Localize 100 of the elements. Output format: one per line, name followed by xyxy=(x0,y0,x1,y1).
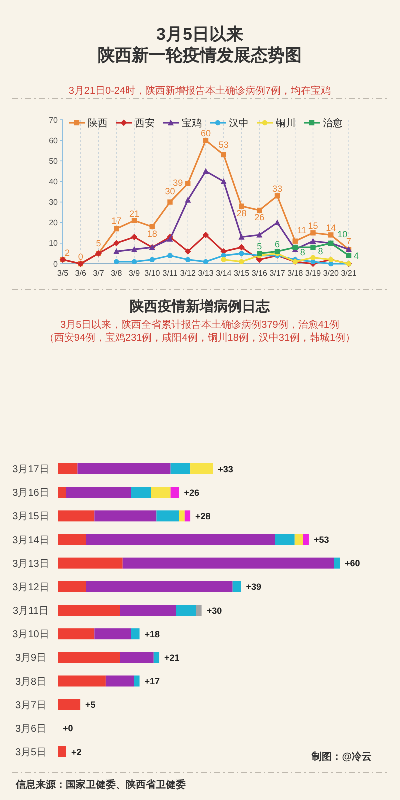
data-label: 8 xyxy=(300,248,306,258)
x-tick-label: 3/16 xyxy=(252,269,268,278)
data-label: 33 xyxy=(272,184,283,194)
data-label: 21 xyxy=(129,208,140,219)
point xyxy=(221,257,226,262)
y-tick-label: 40 xyxy=(49,178,59,187)
point xyxy=(274,220,280,226)
point xyxy=(114,259,120,265)
bar xyxy=(58,699,81,710)
data-label: 11 xyxy=(297,225,307,236)
data-label: 30 xyxy=(165,186,176,196)
data-label: 26 xyxy=(254,212,265,223)
point xyxy=(221,152,226,158)
annotation: +39 xyxy=(246,582,262,592)
y-tick-label: 3月16日 xyxy=(12,488,50,500)
bar xyxy=(151,487,171,498)
bar xyxy=(58,746,66,758)
bar xyxy=(58,464,78,474)
annotation: +2 xyxy=(71,747,82,758)
annotation: +53 xyxy=(314,535,330,546)
data-label: 2 xyxy=(65,248,70,258)
point xyxy=(114,226,120,232)
data-label: 14 xyxy=(326,223,336,234)
chart-subtitle: 3月21日0-24时，陕西新增报告本土确诊病例7例，均在宝鸡 xyxy=(68,85,332,97)
x-tick-label: 3/7 xyxy=(93,269,105,278)
y-tick-label: 3月14日 xyxy=(12,535,50,546)
point xyxy=(132,246,138,252)
annotation: +21 xyxy=(164,652,180,663)
annotation: +60 xyxy=(345,558,360,569)
y-tick-label: 3月15日 xyxy=(12,512,50,523)
data-label: 5 xyxy=(257,242,262,252)
point xyxy=(185,197,192,203)
data-label: 5 xyxy=(96,238,102,249)
bar xyxy=(86,581,233,592)
chart-title: 3月5日以来陕西新一轮疫情发展态势图 xyxy=(98,25,302,65)
chart-subtitle: 3月5日以来，陕西全省累计报告本土确诊病例379例，治愈41例（西安94例，宝鸡231例，咸阳4例，铜川18例，汉中31例，韩城1例） xyxy=(44,319,356,344)
point xyxy=(256,232,263,238)
x-tick-label: 3/12 xyxy=(180,269,196,278)
point xyxy=(274,194,280,199)
bar xyxy=(131,628,140,640)
bar xyxy=(86,534,276,546)
y-tick-label: 3月5日 xyxy=(15,748,47,758)
text: 信息来源：国家卫健委、陕西省卫健委 xyxy=(15,779,186,791)
x-tick-label: 3/21 xyxy=(341,269,358,278)
annotation: +5 xyxy=(86,700,96,710)
y-tick-label: 30 xyxy=(49,198,59,208)
annotation: +33 xyxy=(218,464,234,474)
y-tick-label: 70 xyxy=(49,116,59,125)
point xyxy=(238,234,245,240)
data-label: 53 xyxy=(218,140,229,150)
x-tick-label: 3/10 xyxy=(144,269,161,278)
point xyxy=(310,230,316,236)
bar xyxy=(170,487,180,498)
point xyxy=(132,259,138,265)
bar xyxy=(58,487,66,498)
data-label: 8 xyxy=(318,246,324,257)
bar xyxy=(184,510,191,522)
annotation: +0 xyxy=(63,724,74,734)
bar xyxy=(58,676,106,687)
bar xyxy=(66,487,132,498)
y-tick-label: 20 xyxy=(49,218,59,228)
point xyxy=(186,257,191,262)
legend-label: 汉中 xyxy=(229,118,249,130)
data-label: 4 xyxy=(354,250,360,261)
bar xyxy=(120,605,176,616)
bar xyxy=(275,534,295,546)
y-tick-label: 3月17日 xyxy=(12,464,50,476)
point xyxy=(203,138,209,144)
annotation: +28 xyxy=(196,511,211,522)
point xyxy=(328,232,334,238)
legend-label: 治愈 xyxy=(323,118,343,130)
y-tick-label: 3月10日 xyxy=(12,630,50,641)
y-tick-label: 60 xyxy=(49,136,59,146)
point xyxy=(202,232,210,238)
point xyxy=(292,238,298,244)
bar xyxy=(154,652,160,664)
point xyxy=(239,259,244,265)
bar xyxy=(179,510,185,522)
y-tick-label: 10 xyxy=(49,239,59,248)
bar xyxy=(190,464,214,474)
bar xyxy=(156,510,180,522)
legend-label: 铜川 xyxy=(275,118,296,130)
point xyxy=(168,200,173,205)
bar xyxy=(58,605,120,616)
x-tick-label: 3/5 xyxy=(57,269,70,278)
bar xyxy=(294,534,304,546)
bar xyxy=(58,558,123,569)
legend-label: 陕西 xyxy=(88,118,108,130)
bar xyxy=(334,558,340,569)
point xyxy=(150,257,155,262)
point xyxy=(113,240,120,247)
bar xyxy=(94,510,157,522)
x-tick-label: 3/15 xyxy=(234,269,250,278)
x-tick-label: 3/13 xyxy=(198,269,214,278)
annotation: +26 xyxy=(184,488,200,498)
legend-label: 宝鸡 xyxy=(182,118,202,130)
bar xyxy=(58,534,86,546)
data-label: 28 xyxy=(236,208,247,218)
x-tick-label: 3/14 xyxy=(216,269,232,278)
point xyxy=(203,259,209,265)
